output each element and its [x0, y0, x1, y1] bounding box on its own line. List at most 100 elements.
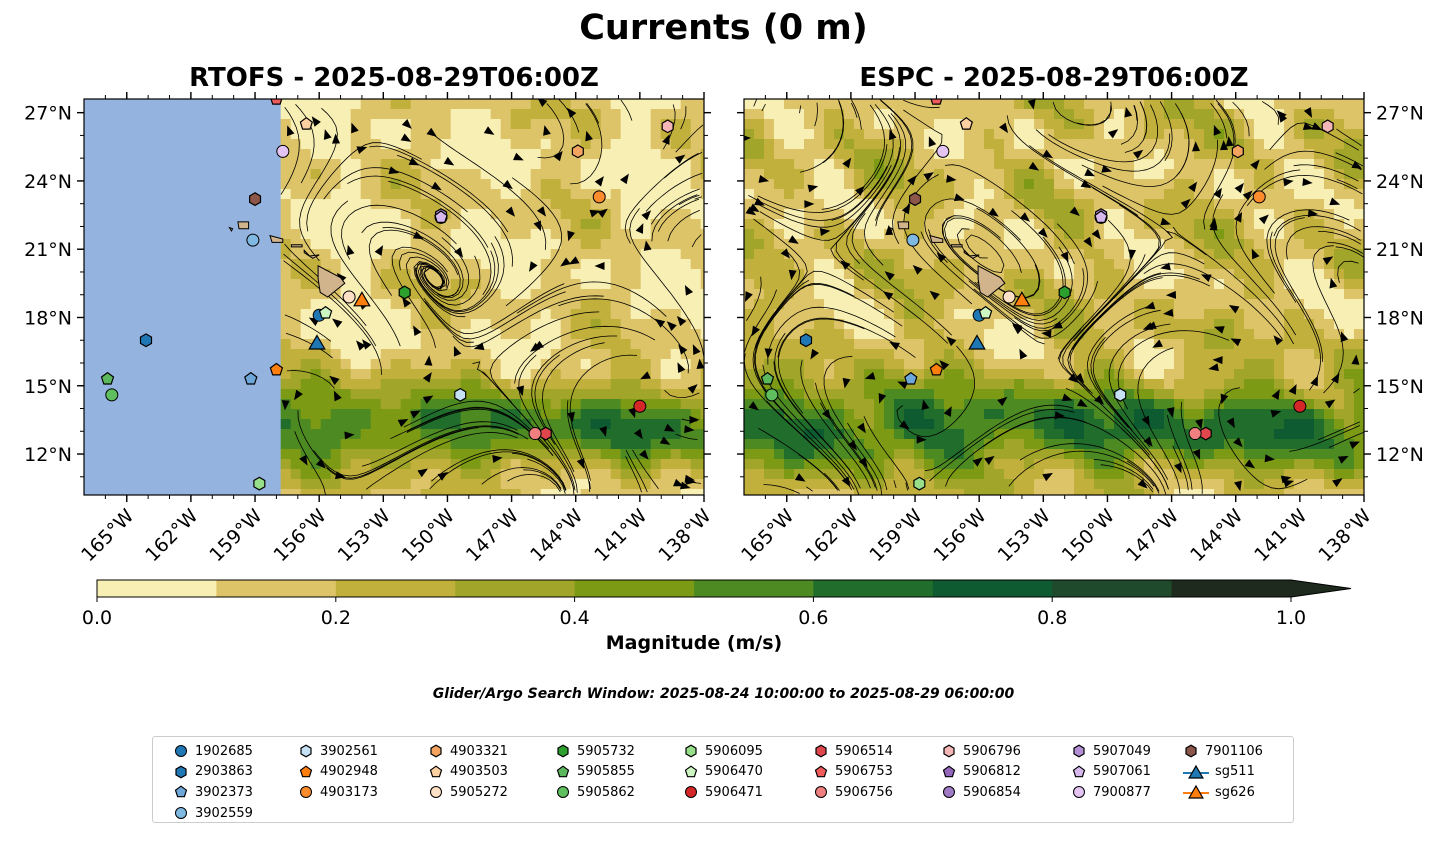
platform-7901106-marker-espc — [908, 192, 922, 207]
platform-3902561-marker-rtofs — [454, 387, 467, 402]
legend-item-5906514: 5906514 — [813, 741, 893, 761]
platform-3902559-marker-espc — [906, 233, 920, 247]
rtofs-map-panel: 165°W 162°W 159°W 156°W 153°W 150°W 147°W 144°W… — [24, 92, 716, 566]
legend-item-3902559: 3902559 — [173, 803, 253, 823]
colorbar-tick-label: 0.8 — [1037, 607, 1067, 629]
legend-marker-icon — [557, 786, 569, 799]
legend-item-5907061: 5907061 — [1071, 762, 1151, 782]
legend-marker-icon — [942, 765, 956, 777]
legend-item-5906753: 5906753 — [813, 762, 893, 782]
colorbar-bin — [1171, 580, 1292, 597]
legend-item-label: 7901106 — [1205, 743, 1263, 759]
platform-5907061-marker-rtofs — [434, 210, 448, 223]
platform-4902948-marker-rtofs — [269, 362, 284, 376]
colorbar-bin — [216, 580, 337, 597]
legend-marker-icon — [943, 786, 955, 799]
platform-5907061-marker-espc — [1094, 210, 1108, 223]
legend-marker-icon — [943, 744, 955, 758]
colorbar-bin — [455, 580, 576, 597]
legend-item-5905855: 5905855 — [555, 762, 635, 782]
legend-item-5906854: 5906854 — [941, 782, 1021, 802]
legend-item-sg626: sg626 — [1183, 782, 1255, 802]
legend-marker-icon — [814, 765, 828, 777]
platform-4903173-marker-rtofs — [592, 190, 606, 204]
platform-4903503-marker-rtofs — [299, 116, 314, 130]
legend-item-label: 5906756 — [835, 784, 893, 800]
legend-item-4903503: 4903503 — [428, 762, 508, 782]
lon-tick-label: 144°W — [526, 505, 587, 566]
legend-marker-icon — [1183, 785, 1209, 799]
legend-marker-icon — [556, 765, 570, 777]
lat-tick-label: 18°N — [24, 307, 72, 329]
legend-item-5906796: 5906796 — [941, 741, 1021, 761]
colorbar-bin — [97, 580, 217, 597]
legend-item-sg511: sg511 — [1183, 762, 1255, 782]
legend-marker-icon — [557, 744, 569, 758]
platform-5906753-marker-rtofs — [270, 99, 283, 105]
platform-5906095-marker-rtofs — [253, 476, 266, 491]
lat-tick-label: 12°N — [1376, 444, 1424, 466]
legend-item-label: 5906095 — [705, 743, 763, 759]
legend-item-4902948: 4902948 — [298, 762, 378, 782]
lon-tick-label: 144°W — [1186, 505, 1247, 566]
lat-tick-label: 18°N — [1376, 307, 1424, 329]
legend-item-4903321: 4903321 — [428, 741, 508, 761]
platform-5905732-marker-rtofs — [398, 285, 411, 300]
platform-5906756-marker-rtofs — [528, 427, 542, 441]
legend-item-label: 3902373 — [195, 784, 253, 800]
colorbar-label: Magnitude (m/s) — [605, 632, 783, 654]
platform-3902373-marker-rtofs — [244, 371, 258, 385]
platform-5905862-marker-rtofs — [105, 388, 119, 402]
lon-tick-label: 150°W — [398, 505, 459, 566]
lon-tick-label: 159°W — [205, 505, 266, 566]
platform-4903321-marker-rtofs — [571, 144, 584, 159]
legend-item-label: 4902948 — [320, 764, 378, 780]
platform-5905862-marker-espc — [765, 388, 779, 402]
platform-4903503-marker-espc — [959, 116, 974, 130]
espc-panel-title: ESPC - 2025-08-29T06:00Z — [859, 63, 1249, 93]
lon-tick-label: 147°W — [1122, 505, 1183, 566]
legend-marker-icon — [1072, 765, 1086, 777]
platform-5905855-marker-rtofs — [100, 371, 115, 385]
platform-2903863-marker-rtofs — [139, 333, 153, 348]
platform-5905272-marker-espc — [1002, 290, 1016, 304]
legend-item-label: sg511 — [1215, 764, 1255, 780]
colorbar-tick-label: 0.2 — [321, 607, 351, 629]
legend-marker-icon — [175, 807, 187, 820]
legend-item-label: 5906470 — [705, 764, 763, 780]
legend-item-label: 5906514 — [835, 743, 893, 759]
search-window-caption: Glider/Argo Search Window: 2025-08-24 10… — [432, 686, 1015, 702]
lon-tick-label: 141°W — [1250, 505, 1311, 566]
platform-7900877-marker-espc — [936, 144, 950, 158]
legend-marker-icon — [299, 765, 313, 777]
lat-tick-label: 15°N — [24, 376, 72, 398]
platform-5905272-marker-rtofs — [342, 290, 356, 304]
legend-item-1902685: 1902685 — [173, 741, 253, 761]
legend-marker-icon — [685, 786, 697, 799]
legend-item-5906095: 5906095 — [683, 741, 763, 761]
legend-item-3902561: 3902561 — [298, 741, 378, 761]
platform-7901106-marker-rtofs — [249, 192, 262, 207]
legend-marker-icon — [685, 744, 697, 758]
colorbar-bin — [574, 580, 695, 597]
legend-item-5906812: 5906812 — [941, 762, 1021, 782]
legend-marker-icon — [1185, 744, 1197, 758]
colorbar-bin — [1052, 580, 1173, 597]
lon-tick-label: 165°W — [737, 505, 798, 566]
lon-tick-label: 156°W — [269, 505, 330, 566]
lat-tick-label: 27°N — [24, 103, 72, 125]
legend-item-label: 2903863 — [195, 764, 253, 780]
legend-item-2903863: 2903863 — [173, 762, 253, 782]
legend-item-label: 4903173 — [320, 784, 378, 800]
legend-item-label: 1902685 — [195, 743, 253, 759]
legend-item-5905272: 5905272 — [428, 782, 508, 802]
legend-item-label: 5905862 — [577, 784, 635, 800]
lon-tick-label: 165°W — [77, 505, 138, 566]
platform-5905855-marker-espc — [760, 371, 775, 385]
espc-map-panel: 165°W 162°W 159°W 156°W 153°W 150°W 147°W 144°W… — [737, 92, 1424, 566]
legend-item-5905732: 5905732 — [555, 741, 635, 761]
colorbar-bin — [694, 580, 814, 597]
legend-marker-icon — [815, 786, 827, 799]
lon-tick-label: 156°W — [929, 505, 990, 566]
legend-item-label: 5906812 — [963, 764, 1021, 780]
